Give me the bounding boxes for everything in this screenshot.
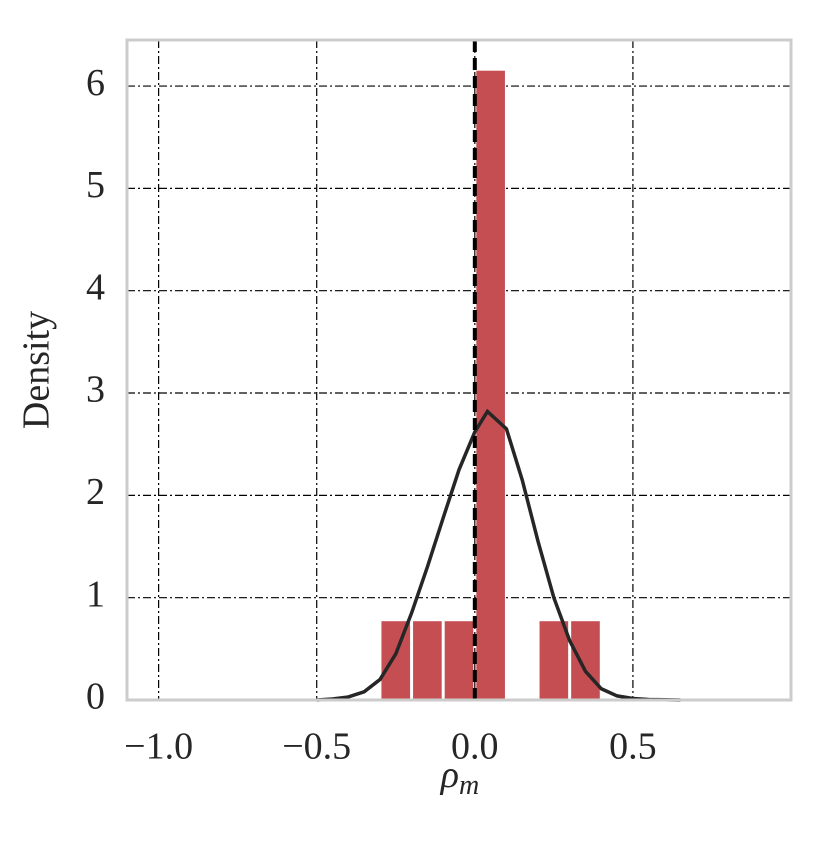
y-tick-label: 0 [86, 676, 105, 718]
y-tick-label: 6 [86, 62, 105, 104]
y-tick-label: 5 [86, 164, 105, 206]
bar [381, 621, 411, 700]
bar [539, 621, 569, 700]
bar [476, 70, 505, 700]
x-tick-label: 0.0 [451, 726, 499, 768]
y-tick-label: 1 [86, 573, 105, 615]
x-tick-label: 0.5 [609, 726, 657, 768]
bar [571, 621, 600, 700]
x-label-subscript: m [459, 770, 479, 801]
y-tick-label: 4 [86, 266, 105, 308]
x-axis-label: ρm [440, 754, 479, 802]
x-tick-label: −1.0 [124, 726, 193, 768]
bar [444, 621, 474, 700]
bar [413, 621, 442, 700]
x-label-symbol: ρ [440, 754, 459, 796]
kde-curve [316, 408, 681, 702]
y-tick-label: 2 [86, 471, 105, 513]
y-tick-label: 3 [86, 369, 105, 411]
x-tick-label: −0.5 [282, 726, 351, 768]
y-axis-label: Density [16, 311, 58, 429]
plot-frame [125, 38, 793, 702]
